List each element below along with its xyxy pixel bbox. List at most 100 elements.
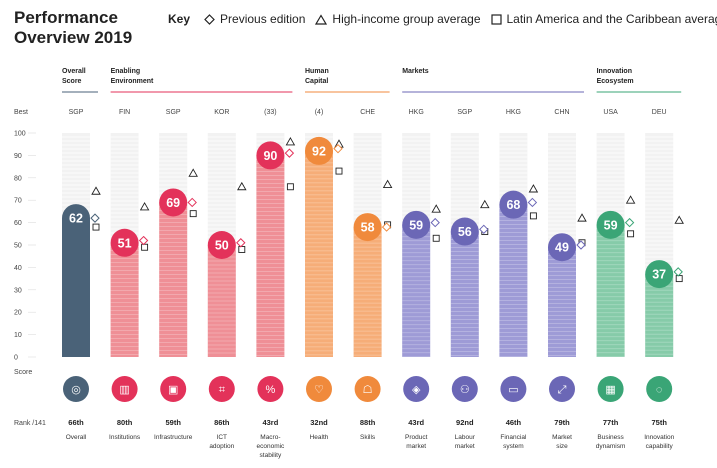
score-bar <box>402 224 431 357</box>
rank-label: 79th <box>554 418 570 427</box>
graduate-icon <box>354 376 381 402</box>
score-bar <box>159 202 188 357</box>
y-tick-label: 50 <box>14 243 22 250</box>
group-header-label: Enabling <box>111 68 141 75</box>
best-axis-label: Best <box>14 109 28 116</box>
score-value-label: 58 <box>361 221 375 235</box>
score-bar <box>596 224 625 357</box>
pillar-icon-glyph: ◎ <box>71 384 81 396</box>
score-value-label: 68 <box>506 198 520 212</box>
score-bar <box>110 242 139 357</box>
previous-edition-marker <box>284 148 295 158</box>
group-header-label: Human <box>305 68 329 75</box>
high-income-marker <box>431 204 441 213</box>
legend-item-lac: Latin America and the Caribbean average <box>490 12 717 26</box>
legend-label-high-income: High-income group average <box>332 12 481 26</box>
title-line-2: Overview 2019 <box>14 28 133 47</box>
score-bubble <box>596 210 625 239</box>
lac-marker <box>432 234 440 242</box>
square-icon <box>490 13 502 25</box>
pillar-icon-glyph: ▦ <box>605 384 615 396</box>
score-bar <box>207 245 236 357</box>
rank-label: 46th <box>506 418 522 427</box>
high-income-marker <box>674 215 684 224</box>
high-income-marker <box>91 186 101 195</box>
previous-edition-marker <box>430 217 440 228</box>
high-income-marker <box>139 202 150 211</box>
pillar-icon-glyph: ▥ <box>119 384 129 396</box>
chip-icon <box>208 376 235 402</box>
score-bubble <box>402 210 431 239</box>
score-value-label: 51 <box>118 236 132 250</box>
pillar-name-label: Skills <box>360 434 376 441</box>
chart-icon <box>597 376 624 402</box>
score-value-label: 37 <box>652 268 666 282</box>
lac-marker <box>286 183 294 191</box>
group-header-label: Markets <box>402 68 429 75</box>
high-income-marker <box>188 168 198 177</box>
score-bubble <box>450 217 479 246</box>
pillar-icon-glyph: ⌗ <box>219 384 225 396</box>
pillar-name-label: size <box>556 443 568 450</box>
score-bar <box>305 150 333 357</box>
previous-edition-marker <box>479 224 489 235</box>
lac-marker <box>92 223 100 231</box>
lac-marker <box>189 210 197 218</box>
group-header-label: Capital <box>305 78 328 85</box>
pillar-name-label: Overall <box>66 434 87 441</box>
best-economy-label: FIN <box>119 109 130 116</box>
high-income-marker <box>528 184 539 193</box>
pillar-name-label: dynamism <box>596 443 626 450</box>
y-tick-label: 80 <box>14 175 22 182</box>
heart-pulse-icon <box>306 376 332 402</box>
score-bar <box>256 155 285 357</box>
pillar-name-label: Institutions <box>109 434 141 441</box>
y-tick-label: 100 <box>14 131 26 138</box>
pillar-icon-glyph: % <box>266 384 276 396</box>
pillar-icon-glyph: ☖ <box>363 384 373 396</box>
high-income-marker <box>382 179 393 188</box>
pillar-icon-glyph: ◌ <box>656 384 663 396</box>
previous-edition-marker <box>527 197 538 208</box>
score-bar <box>62 218 90 357</box>
y-tick-label: 20 <box>14 310 22 317</box>
rank-label: 43rd <box>408 418 424 427</box>
best-economy-label: CHE <box>360 109 375 116</box>
pillar-name-label: ICT <box>217 434 228 441</box>
pillar-name-label: Innovation <box>644 434 674 441</box>
pillar-icon-glyph: ♡ <box>314 384 324 396</box>
legend-title: Key <box>168 12 191 26</box>
title-line-1: Performance <box>14 8 118 27</box>
score-bubble <box>159 188 188 217</box>
score-bar <box>548 247 576 357</box>
previous-edition-marker <box>90 213 100 223</box>
best-economy-label: DEU <box>652 109 667 116</box>
best-economy-label: HKG <box>409 109 424 116</box>
y-tick-label: 10 <box>14 332 22 339</box>
previous-edition-marker <box>138 235 149 246</box>
percent-arrow-icon <box>257 376 284 402</box>
score-value-label: 69 <box>166 196 180 210</box>
y-tick-label: 90 <box>14 153 22 160</box>
group-header-label: Overall <box>62 68 86 75</box>
high-income-marker <box>625 195 636 204</box>
tag-icon <box>403 376 430 402</box>
score-bubble <box>499 190 528 219</box>
score-bubble <box>645 260 674 289</box>
rank-label: 66th <box>68 418 84 427</box>
score-bubble <box>207 231 236 259</box>
legend-item-previous: Previous edition <box>204 12 305 26</box>
score-value-label: 59 <box>604 218 618 232</box>
rank-label: 75th <box>651 418 667 427</box>
pillar-name-label: Business <box>597 434 624 441</box>
score-value-label: 90 <box>263 149 277 163</box>
previous-edition-marker <box>624 217 635 228</box>
group-header-label: Environment <box>111 78 154 85</box>
pillar-name-label: system <box>503 443 524 450</box>
best-economy-label: (33) <box>264 109 276 116</box>
pillar-name-label: Product <box>405 434 428 441</box>
expand-icon <box>549 376 575 402</box>
pillar-icon-glyph: ▣ <box>168 384 178 396</box>
medal-icon <box>63 376 89 402</box>
